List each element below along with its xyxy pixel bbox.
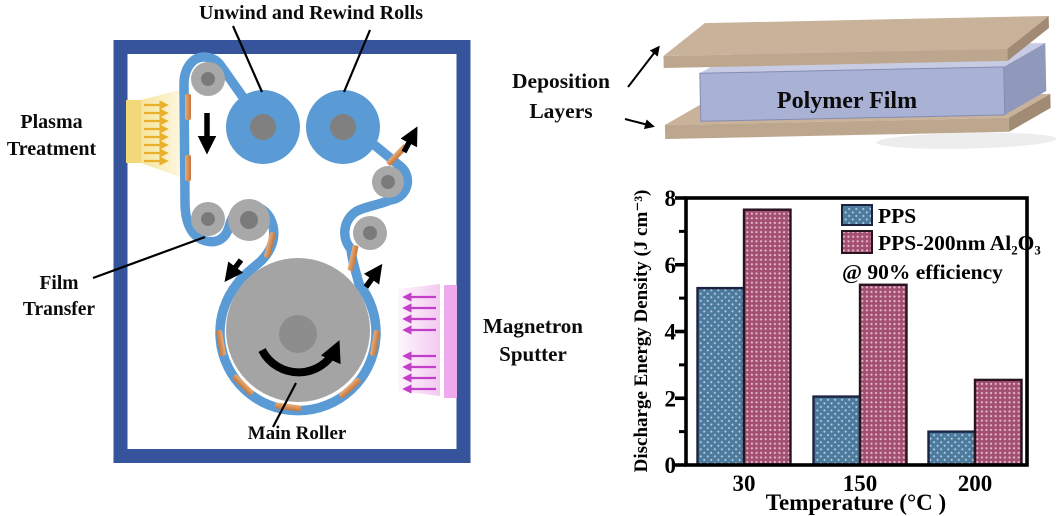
arrow-top-layer	[627, 45, 660, 88]
bar-PPS-30	[696, 286, 746, 467]
rewind-roll-hub	[330, 114, 356, 140]
bar-PPS-200nm Al₂O₃-150	[858, 283, 908, 467]
x-axis-category-labels: 30 150 200	[733, 471, 993, 496]
sputter-target	[444, 285, 457, 398]
polymer-film-label: Polymer Film	[776, 88, 918, 114]
main-roller-hub	[279, 315, 317, 353]
unwind-roll	[226, 90, 300, 164]
svg-text:150: 150	[843, 471, 878, 496]
rewind-roll	[306, 90, 380, 164]
discharge-energy-chart: 0 2 4 6 8 30 150 200 Discharge Energy Density …	[631, 186, 1041, 515]
deposition-layers-label: Deposition Layers	[512, 69, 610, 124]
magnetron-source	[398, 284, 457, 398]
bar-PPS-200	[927, 430, 977, 467]
leader-film-transfer	[92, 235, 206, 280]
magnetron-sputter-label: Magnetron Sputter	[483, 314, 583, 367]
svg-text:6: 6	[665, 253, 677, 278]
plasma-treatment-label: Plasma Treatment	[6, 111, 97, 160]
unwind-roll-hub	[250, 114, 276, 140]
svg-text:2: 2	[665, 386, 677, 411]
film-transfer-label: Film Transfer	[22, 273, 96, 321]
slab-shadow	[876, 132, 1057, 149]
plasma-arrows	[144, 100, 169, 166]
x-axis-title: Temperature (°C )	[766, 490, 946, 515]
guide-rollers	[191, 62, 404, 250]
plasma-beam	[141, 90, 180, 177]
legend-annotation: @ 90% efficiency	[842, 260, 1003, 284]
main-roller-label: Main Roller	[247, 423, 347, 444]
sputter-arrows	[402, 292, 436, 394]
polymer-film-slab	[663, 15, 1057, 149]
plasma-source	[126, 90, 180, 177]
rotation-arrow	[258, 340, 341, 377]
bar-PPS-200nm Al₂O₃-200	[973, 378, 1023, 467]
y-axis-ticks: 0 2 4 6 8	[665, 186, 686, 478]
svg-text:8: 8	[665, 186, 677, 211]
leader-main-roller	[272, 382, 297, 428]
arrow-bottom-layer	[624, 118, 655, 130]
y-axis-title: Discharge Energy Density (J cm⁻³)	[631, 190, 652, 473]
bar-PPS-200nm Al₂O₃-30	[742, 208, 792, 467]
legend-label-pps: PPS	[878, 204, 916, 228]
deposition-arrows	[624, 45, 660, 130]
legend-swatch-pps-al2o3	[841, 230, 873, 254]
deposition-layer-top	[663, 15, 1049, 69]
chart-legend: PPS PPS-200nm Al₂O₃ @ 90% efficiency	[841, 204, 1041, 284]
svg-text:200: 200	[958, 471, 993, 496]
legend-label-pps-al2o3: PPS-200nm Al₂O₃	[878, 231, 1041, 255]
plot-frame	[684, 196, 1029, 467]
unwind-rewind-rolls-label: Unwind and Rewind Rolls	[199, 2, 423, 24]
svg-text:30: 30	[733, 471, 756, 496]
sputter-beam	[398, 284, 440, 396]
bar-PPS-150	[812, 395, 862, 467]
legend-swatch-pps	[841, 204, 873, 226]
leader-rewind	[342, 29, 372, 93]
main-roller	[226, 258, 370, 402]
leader-lines	[92, 25, 372, 428]
film-direction-arrows	[197, 113, 418, 289]
svg-text:0: 0	[665, 453, 677, 478]
leader-unwind	[231, 25, 264, 93]
svg-text:4: 4	[665, 320, 677, 345]
plasma-emitter	[126, 100, 141, 163]
